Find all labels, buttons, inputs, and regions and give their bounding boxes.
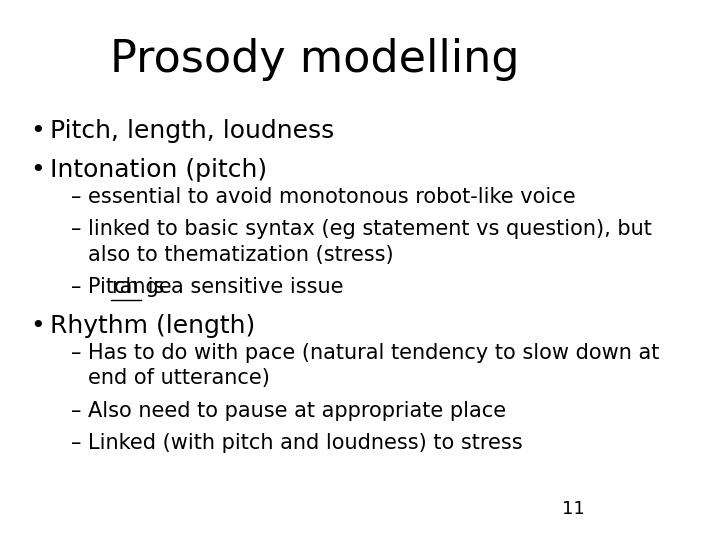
Text: Prosody modelling: Prosody modelling	[109, 38, 519, 81]
Text: Pitch, length, loudness: Pitch, length, loudness	[50, 119, 335, 143]
Text: –: –	[71, 187, 81, 207]
Text: 11: 11	[562, 501, 585, 518]
Text: Also need to pause at appropriate place: Also need to pause at appropriate place	[88, 401, 506, 421]
Text: –: –	[71, 401, 81, 421]
Text: Pitch: Pitch	[88, 277, 145, 297]
Text: essential to avoid monotonous robot-like voice: essential to avoid monotonous robot-like…	[88, 187, 575, 207]
Text: Rhythm (length): Rhythm (length)	[50, 314, 256, 338]
Text: –: –	[71, 343, 81, 363]
Text: •: •	[30, 158, 45, 181]
Text: –: –	[71, 277, 81, 297]
Text: Has to do with pace (natural tendency to slow down at: Has to do with pace (natural tendency to…	[88, 343, 660, 363]
Text: linked to basic syntax (eg statement vs question), but: linked to basic syntax (eg statement vs …	[88, 219, 652, 239]
Text: is a sensitive issue: is a sensitive issue	[141, 277, 344, 297]
Text: –: –	[71, 433, 81, 453]
Text: •: •	[30, 119, 45, 143]
Text: –: –	[71, 219, 81, 239]
Text: •: •	[30, 314, 45, 338]
Text: range: range	[112, 277, 172, 297]
Text: end of utterance): end of utterance)	[88, 368, 270, 388]
Text: Linked (with pitch and loudness) to stress: Linked (with pitch and loudness) to stre…	[88, 433, 523, 453]
Text: also to thematization (stress): also to thematization (stress)	[88, 245, 394, 265]
Text: Intonation (pitch): Intonation (pitch)	[50, 158, 267, 181]
